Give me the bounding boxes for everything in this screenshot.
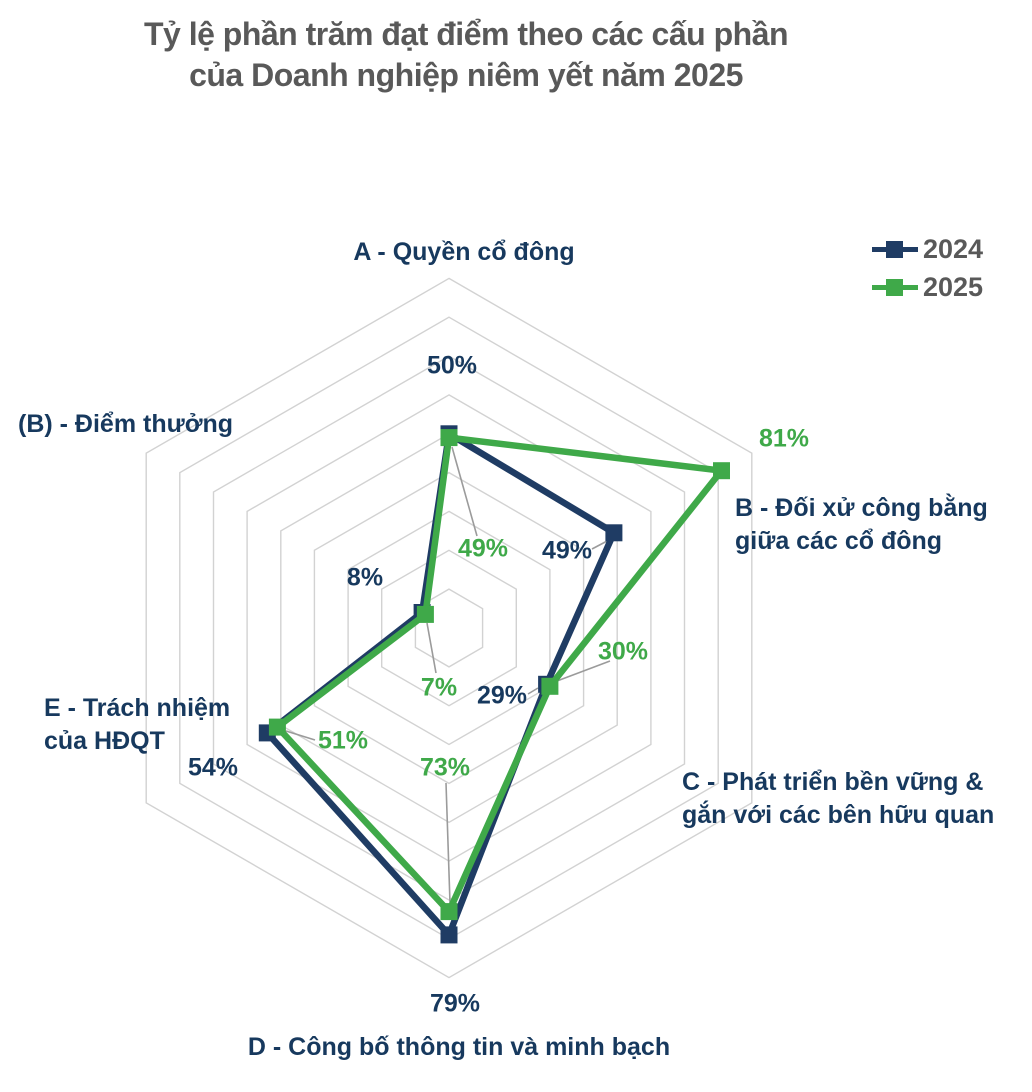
- legend-label-2025: 2025: [923, 272, 984, 302]
- legend-marker-2024-icon: [872, 241, 918, 258]
- value-label-2024-(B): 8%: [346, 563, 384, 592]
- chart-legend: 2024 2025: [872, 236, 983, 301]
- grid-ring-70: [212, 355, 686, 901]
- value-label-2024-A: 50%: [426, 351, 478, 380]
- chart-title-line1: Tỷ lệ phần trăm đạt điểm theo các cấu ph…: [143, 16, 789, 52]
- legend-marker-2025-icon: [872, 279, 918, 296]
- value-label-2025-E: 51%: [317, 726, 369, 755]
- value-label-2024-E: 54%: [187, 753, 239, 782]
- chart-title-line2: của Doanh nghiệp niêm yết năm 2025: [189, 57, 743, 93]
- grid-ring-40: [313, 471, 585, 785]
- value-label-2025-B: 81%: [758, 424, 810, 453]
- marker-2025-E: [268, 718, 286, 736]
- axis-label-E: E - Trách nhiệm của HĐQT: [44, 694, 231, 755]
- marker-2024-B: [605, 524, 623, 542]
- value-label-2025-A: 49%: [457, 534, 509, 563]
- axis-label-D: D - Công bố thông tin và minh bạch: [247, 1033, 671, 1061]
- leader-line-4: [445, 782, 451, 904]
- leader-line-5: [285, 730, 316, 741]
- legend-item-2024: 2024: [872, 236, 983, 263]
- grid-ring-20: [381, 549, 517, 707]
- grid-ring-30: [347, 510, 551, 746]
- grid-ring-90: [145, 277, 753, 979]
- leader-line-0: [451, 446, 478, 537]
- value-label-2025-D: 73%: [419, 753, 471, 782]
- leader-line-2: [527, 687, 539, 695]
- value-label-2025-C: 30%: [597, 637, 649, 666]
- marker-2025-A: [440, 429, 458, 447]
- axis-label-B: B - Đối xử công bằng giữa các cổ đông: [735, 494, 988, 555]
- leader-line-3: [556, 660, 611, 682]
- value-label-2024-C: 29%: [476, 681, 528, 710]
- value-label-2024-D: 79%: [429, 989, 481, 1018]
- marker-2025-C: [541, 677, 559, 695]
- marker-2025-B: [713, 462, 730, 480]
- leader-line-6: [426, 622, 437, 674]
- marker-2024-D: [440, 926, 458, 944]
- legend-item-2025: 2025: [872, 274, 983, 301]
- chart-title: Tỷ lệ phần trăm đạt điểm theo các cấu ph…: [0, 14, 932, 96]
- marker-2025-D: [440, 903, 458, 921]
- value-label-2025-(B): 7%: [420, 673, 458, 702]
- grid-ring-60: [246, 394, 652, 862]
- legend-label-2024: 2024: [923, 234, 984, 264]
- leader-line-1: [591, 539, 610, 550]
- axis-label-A: A - Quyền cổ đông: [353, 238, 575, 266]
- value-label-2024-B: 49%: [541, 536, 593, 565]
- axis-label-(B): (B) - Điểm thưởng: [18, 410, 234, 438]
- axis-label-C: C - Phát triển bền vững & gắn với các bên…: [682, 768, 995, 829]
- series-line-2025: [272, 433, 728, 918]
- grid-ring-80: [179, 316, 719, 940]
- marker-2025-(B): [416, 605, 434, 623]
